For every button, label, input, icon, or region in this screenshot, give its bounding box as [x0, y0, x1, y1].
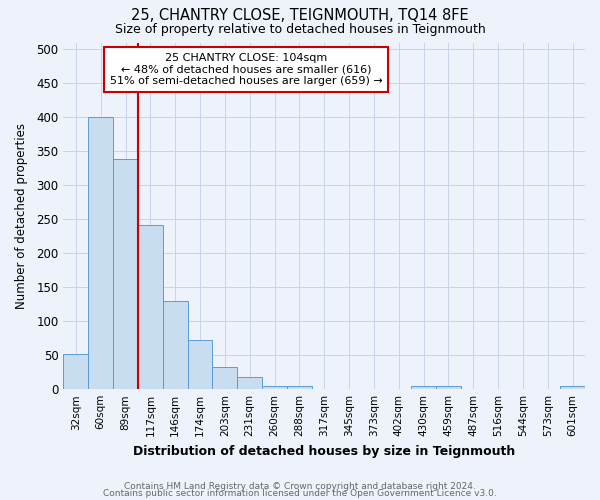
Bar [212, 366, 237, 389]
Bar [262, 386, 287, 389]
Bar [560, 386, 585, 389]
Bar [312, 388, 337, 389]
Bar [337, 388, 361, 389]
Bar [237, 377, 262, 389]
Bar [88, 118, 113, 389]
Bar [113, 160, 138, 389]
Bar [188, 340, 212, 389]
Text: 25 CHANTRY CLOSE: 104sqm
← 48% of detached houses are smaller (616)
51% of semi-: 25 CHANTRY CLOSE: 104sqm ← 48% of detach… [110, 53, 382, 86]
Text: 25, CHANTRY CLOSE, TEIGNMOUTH, TQ14 8FE: 25, CHANTRY CLOSE, TEIGNMOUTH, TQ14 8FE [131, 8, 469, 22]
Bar [64, 354, 88, 389]
Bar [163, 301, 188, 389]
Text: Size of property relative to detached houses in Teignmouth: Size of property relative to detached ho… [115, 22, 485, 36]
Bar [411, 386, 436, 389]
Bar [436, 386, 461, 389]
Y-axis label: Number of detached properties: Number of detached properties [15, 123, 28, 309]
Text: Contains HM Land Registry data © Crown copyright and database right 2024.: Contains HM Land Registry data © Crown c… [124, 482, 476, 491]
Text: Contains public sector information licensed under the Open Government Licence v3: Contains public sector information licen… [103, 490, 497, 498]
X-axis label: Distribution of detached houses by size in Teignmouth: Distribution of detached houses by size … [133, 444, 515, 458]
Bar [287, 386, 312, 389]
Bar [138, 226, 163, 389]
